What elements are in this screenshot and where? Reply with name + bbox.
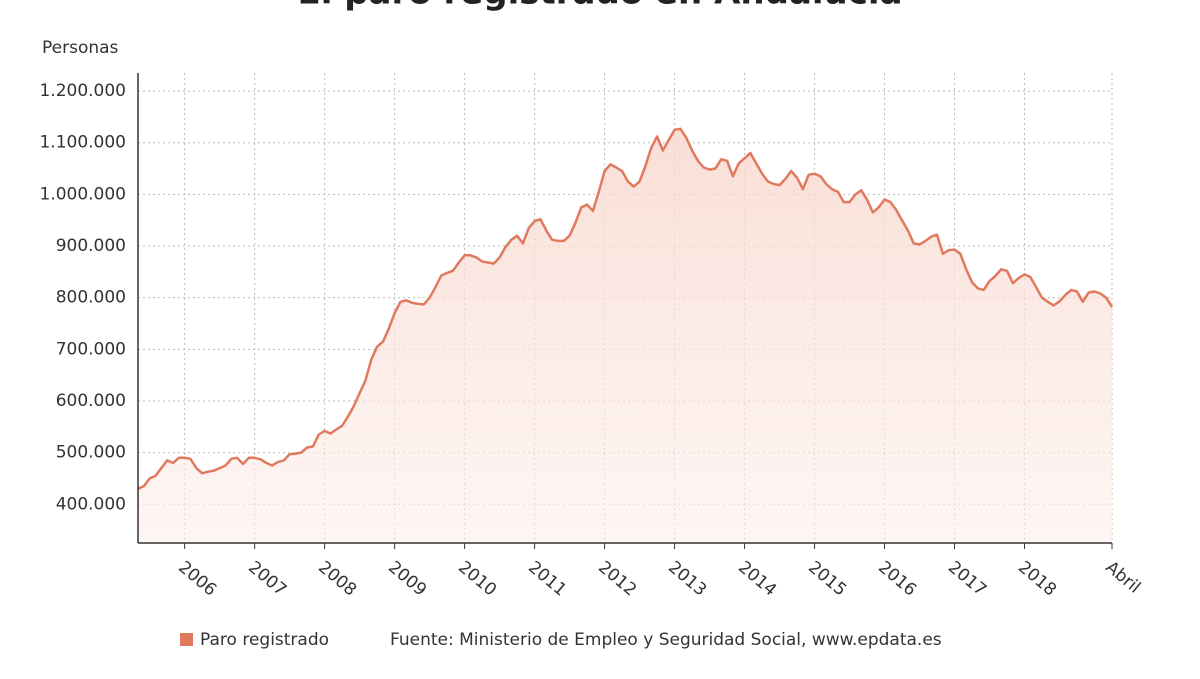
y-axis-title: Personas [42,38,119,58]
legend-label[interactable]: Paro registrado [200,630,329,650]
y-tick-label: 1.200.000 [39,81,126,101]
x-tick-label: 2018 [1014,557,1060,600]
y-tick-label: 400.000 [56,494,126,514]
source: Fuente: Ministerio de Empleo y Seguridad… [390,630,942,650]
x-tick-label: 2013 [664,557,710,600]
y-tick-label: 600.000 [56,391,126,411]
x-tick-label: 2007 [244,557,290,600]
y-tick-label: 700.000 [56,339,126,359]
y-tick-label: 1.000.000 [39,184,126,204]
x-tick-label: 2014 [734,557,780,600]
y-tick-label: 1.100.000 [39,133,126,153]
x-tick-label: 2016 [874,557,920,600]
legend-swatch [180,633,193,646]
x-tick-label: 2012 [594,557,640,600]
x-tick-label: 2009 [384,557,430,600]
x-tick-label: 2011 [524,557,570,600]
x-tick-label: 2015 [804,557,850,600]
x-tick-label: 2008 [314,557,360,600]
y-tick-label: 800.000 [56,288,126,308]
area [138,128,1112,544]
x-tick-label: 2006 [174,557,220,600]
line [137,127,1114,490]
x-tick-label: 2010 [454,557,500,600]
x-tick-label: Abril [1102,557,1145,597]
x-tick-label: 2017 [944,557,990,600]
plot-area: 400.000 500.000 600.000 700.000 800.000 900.0… [39,73,1144,600]
y-tick-label: 900.000 [56,236,126,256]
chart-title: El paro registrado en Andalucía [297,0,902,13]
y-tick-label: 500.000 [56,443,126,463]
